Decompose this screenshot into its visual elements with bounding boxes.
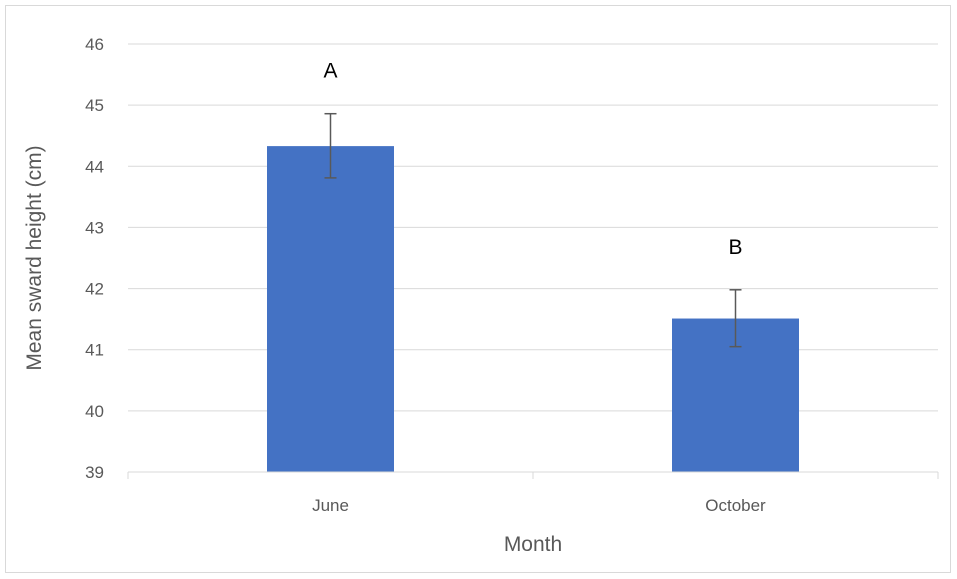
error-bars bbox=[324, 112, 742, 348]
y-tick-label-43: 43 bbox=[85, 218, 104, 237]
y-tick-label-40: 40 bbox=[85, 402, 104, 421]
x-category-label-june: June bbox=[312, 496, 349, 515]
error-bar-october bbox=[729, 289, 742, 348]
y-tick-label-46: 46 bbox=[85, 35, 104, 54]
x-category-label-october: October bbox=[705, 496, 766, 515]
y-tick-label-42: 42 bbox=[85, 280, 104, 299]
significance-labels: AB bbox=[323, 60, 742, 259]
significance-label-october: B bbox=[728, 236, 742, 259]
bars bbox=[267, 146, 799, 472]
y-axis-title: Mean sward height (cm) bbox=[23, 145, 46, 370]
y-tick-label-41: 41 bbox=[85, 341, 104, 360]
y-tick-label-39: 39 bbox=[85, 463, 104, 482]
gridlines bbox=[128, 43, 938, 412]
y-tick-label-44: 44 bbox=[85, 157, 104, 176]
x-axis-title: Month bbox=[504, 533, 562, 556]
x-axis bbox=[127, 471, 939, 479]
significance-label-june: A bbox=[323, 60, 337, 83]
error-bar-june bbox=[324, 112, 337, 179]
bar-june bbox=[267, 146, 394, 472]
y-axis-ticks: 39 40 41 42 43 44 45 46 bbox=[85, 35, 104, 482]
y-tick-label-45: 45 bbox=[85, 96, 104, 115]
x-axis-categories: June October bbox=[312, 496, 766, 515]
